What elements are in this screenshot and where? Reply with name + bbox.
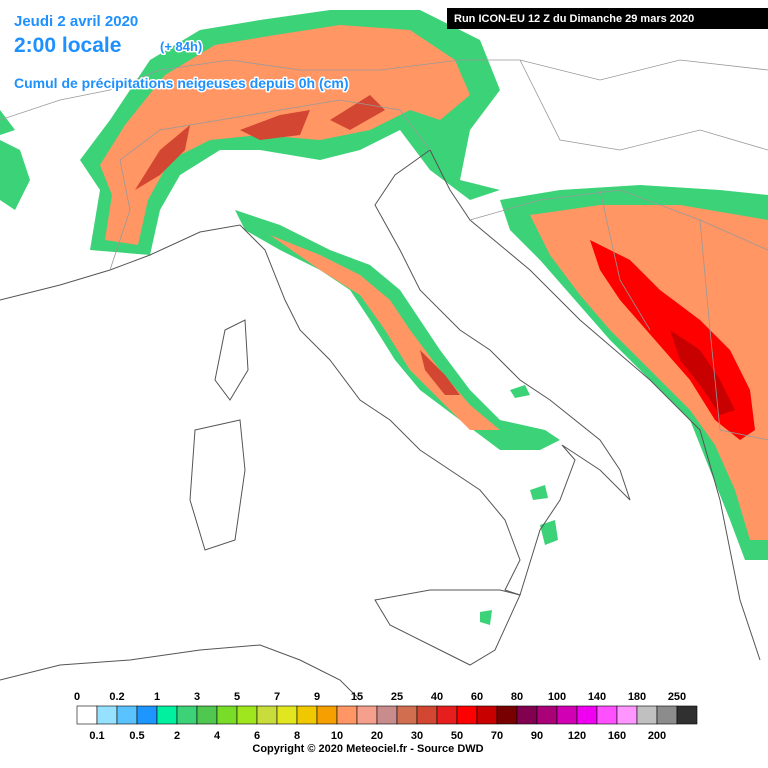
legend-label: 10 (331, 730, 343, 742)
legend-swatch (336, 705, 358, 725)
precip-areas (0, 10, 768, 625)
legend-swatch (396, 705, 418, 725)
legend-swatch (636, 705, 658, 725)
legend-swatch (676, 705, 698, 725)
legend-swatch (536, 705, 558, 725)
legend-swatch (276, 705, 298, 725)
legend-label: 5 (234, 691, 240, 703)
legend-label: 50 (451, 730, 463, 742)
legend-swatch (416, 705, 438, 725)
legend-swatch (316, 705, 338, 725)
legend-label: 0.5 (129, 730, 144, 742)
legend-label: 80 (511, 691, 523, 703)
legend-swatch (616, 705, 638, 725)
legend-label: 20 (371, 730, 383, 742)
run-box (447, 8, 768, 29)
subtitle: Cumul de précipitations neigeuses depuis… (14, 75, 349, 91)
legend-swatch (156, 705, 178, 725)
legend-label: 3 (194, 691, 200, 703)
legend-label: 30 (411, 730, 423, 742)
legend-swatch (256, 705, 278, 725)
date: Jeudi 2 avril 2020 (14, 13, 138, 30)
legend-label: 0 (74, 691, 80, 703)
legend-swatch (96, 705, 118, 725)
legend-label: 25 (391, 691, 403, 703)
legend-label: 9 (314, 691, 320, 703)
legend-label: 6 (254, 730, 260, 742)
copyright: Copyright © 2020 Meteociel.fr - Source D… (252, 743, 483, 755)
legend-label: 90 (531, 730, 543, 742)
legend-label: 140 (588, 691, 606, 703)
legend-swatch (516, 705, 538, 725)
legend-swatch (456, 705, 478, 725)
legend-swatch (496, 705, 518, 725)
legend-swatch (596, 705, 618, 725)
legend-label: 100 (548, 691, 566, 703)
legend-swatch (196, 705, 218, 725)
legend-label: 180 (628, 691, 646, 703)
run-info: Run ICON-EU 12 Z du Dimanche 29 mars 202… (454, 13, 694, 25)
legend-swatch (236, 705, 258, 725)
legend-swatch (176, 705, 198, 725)
legend-label: 200 (648, 730, 666, 742)
legend-label: 70 (491, 730, 503, 742)
legend-label: 0.1 (89, 730, 104, 742)
legend-swatch (556, 705, 578, 725)
legend-label: 4 (214, 730, 221, 742)
legend-label: 120 (568, 730, 586, 742)
legend-swatch (76, 705, 98, 725)
legend-label: 1 (154, 691, 160, 703)
legend: 0 0.1 0.2 0.5 1 2 3 4 5 6 7 8 9 10 15 20 25 30 40 50 60 70 80 9… (74, 691, 698, 742)
legend-label: 2 (174, 730, 180, 742)
legend-swatch (356, 705, 378, 725)
legend-label: 40 (431, 691, 443, 703)
legend-swatch (656, 705, 678, 725)
legend-label: 60 (471, 691, 483, 703)
legend-swatch (576, 705, 598, 725)
legend-swatch (476, 705, 498, 725)
legend-label: 0.2 (109, 691, 124, 703)
legend-label: 7 (274, 691, 280, 703)
legend-label: 250 (668, 691, 686, 703)
legend-label: 15 (351, 691, 363, 703)
map-outlines (0, 59, 768, 701)
local-time: 2:00 locale (14, 34, 121, 57)
legend-swatch (116, 705, 138, 725)
legend-swatch (136, 705, 158, 725)
legend-label: 160 (608, 730, 626, 742)
legend-swatch (216, 705, 238, 725)
legend-swatch (436, 705, 458, 725)
legend-swatch (376, 705, 398, 725)
legend-swatch (296, 705, 318, 725)
legend-label: 8 (294, 730, 300, 742)
lead-time: (+ 84h) (160, 39, 202, 54)
